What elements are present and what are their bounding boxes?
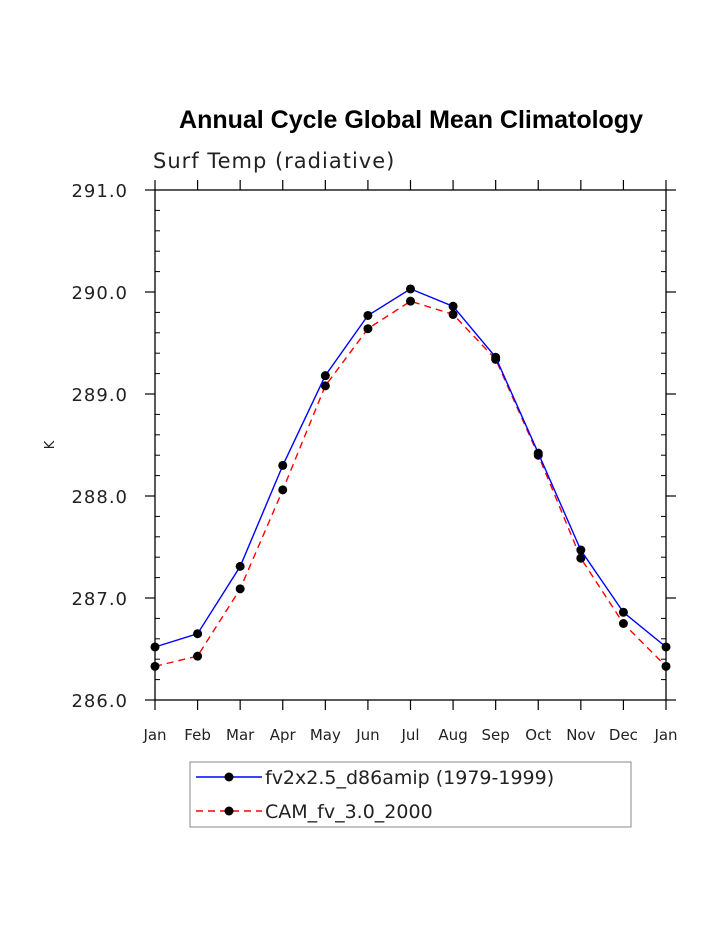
legend-label: fv2x2.5_d86amip (1979-1999) (265, 767, 554, 789)
data-point (448, 301, 458, 311)
data-point (150, 642, 160, 652)
data-point (576, 545, 586, 555)
legend-marker (224, 806, 234, 816)
data-point (661, 642, 671, 652)
legend: fv2x2.5_d86amip (1979-1999) CAM_fv_3.0_20… (189, 761, 632, 828)
x-tick-label: Oct (525, 726, 551, 744)
data-point (235, 584, 245, 594)
data-point (363, 310, 373, 320)
y-tick-label: 291.0 (71, 181, 128, 202)
x-tick-label: Dec (609, 726, 638, 744)
x-tick-label: Jan (653, 726, 677, 744)
series-2 (150, 296, 671, 671)
x-tick-label: May (310, 726, 341, 744)
x-tick-label: Feb (184, 726, 211, 744)
axis-ticks (145, 180, 676, 710)
x-tick-labels: Jan Feb Mar Apr May Jun Jul Aug Sep Oct Nov Dec Jan (142, 726, 677, 744)
legend-marker (224, 772, 234, 782)
data-point (235, 561, 245, 571)
data-point (320, 381, 330, 391)
x-tick-label: Nov (566, 726, 595, 744)
x-tick-label: Apr (270, 726, 297, 744)
data-point (491, 352, 501, 362)
data-point (576, 553, 586, 563)
y-tick-labels: 286.0 287.0 288.0 289.0 290.0 291.0 (71, 181, 128, 712)
data-point (406, 296, 415, 306)
legend-box (189, 761, 632, 828)
legend-label: CAM_fv_3.0_2000 (265, 801, 433, 823)
data-point (406, 284, 415, 294)
chart-title: Annual Cycle Global Mean Climatology (179, 106, 643, 134)
y-tick-label: 287.0 (71, 589, 128, 610)
y-tick-label: 290.0 (71, 283, 128, 304)
legend-item: fv2x2.5_d86amip (1979-1999) (196, 767, 554, 789)
x-tick-label: Sep (482, 726, 510, 744)
x-tick-label: Aug (438, 726, 467, 744)
x-tick-label: Jul (400, 726, 419, 744)
y-tick-label: 288.0 (71, 487, 128, 508)
legend-item: CAM_fv_3.0_2000 (196, 801, 433, 823)
data-point (193, 651, 203, 661)
data-point (363, 324, 373, 334)
y-tick-label: 289.0 (71, 385, 128, 406)
chart-subtitle: Surf Temp (radiative) (153, 149, 395, 173)
data-point (618, 619, 628, 628)
x-tick-label: Jan (142, 726, 166, 744)
data-point (278, 460, 288, 470)
data-point (448, 309, 458, 319)
series-layer (150, 284, 671, 671)
data-point (533, 448, 543, 458)
data-point (193, 629, 203, 639)
y-tick-label: 286.0 (71, 691, 128, 712)
data-point (618, 607, 628, 617)
x-tick-label: Mar (226, 726, 255, 744)
data-point (661, 661, 671, 671)
x-tick-label: Jun (355, 726, 379, 744)
data-point (278, 485, 288, 495)
data-point (150, 661, 160, 671)
data-point (320, 371, 330, 381)
series-line (154, 288, 667, 648)
series-line (154, 300, 667, 667)
series-1 (150, 284, 671, 652)
plot-frame (154, 189, 667, 701)
y-axis-label: K (43, 440, 58, 449)
